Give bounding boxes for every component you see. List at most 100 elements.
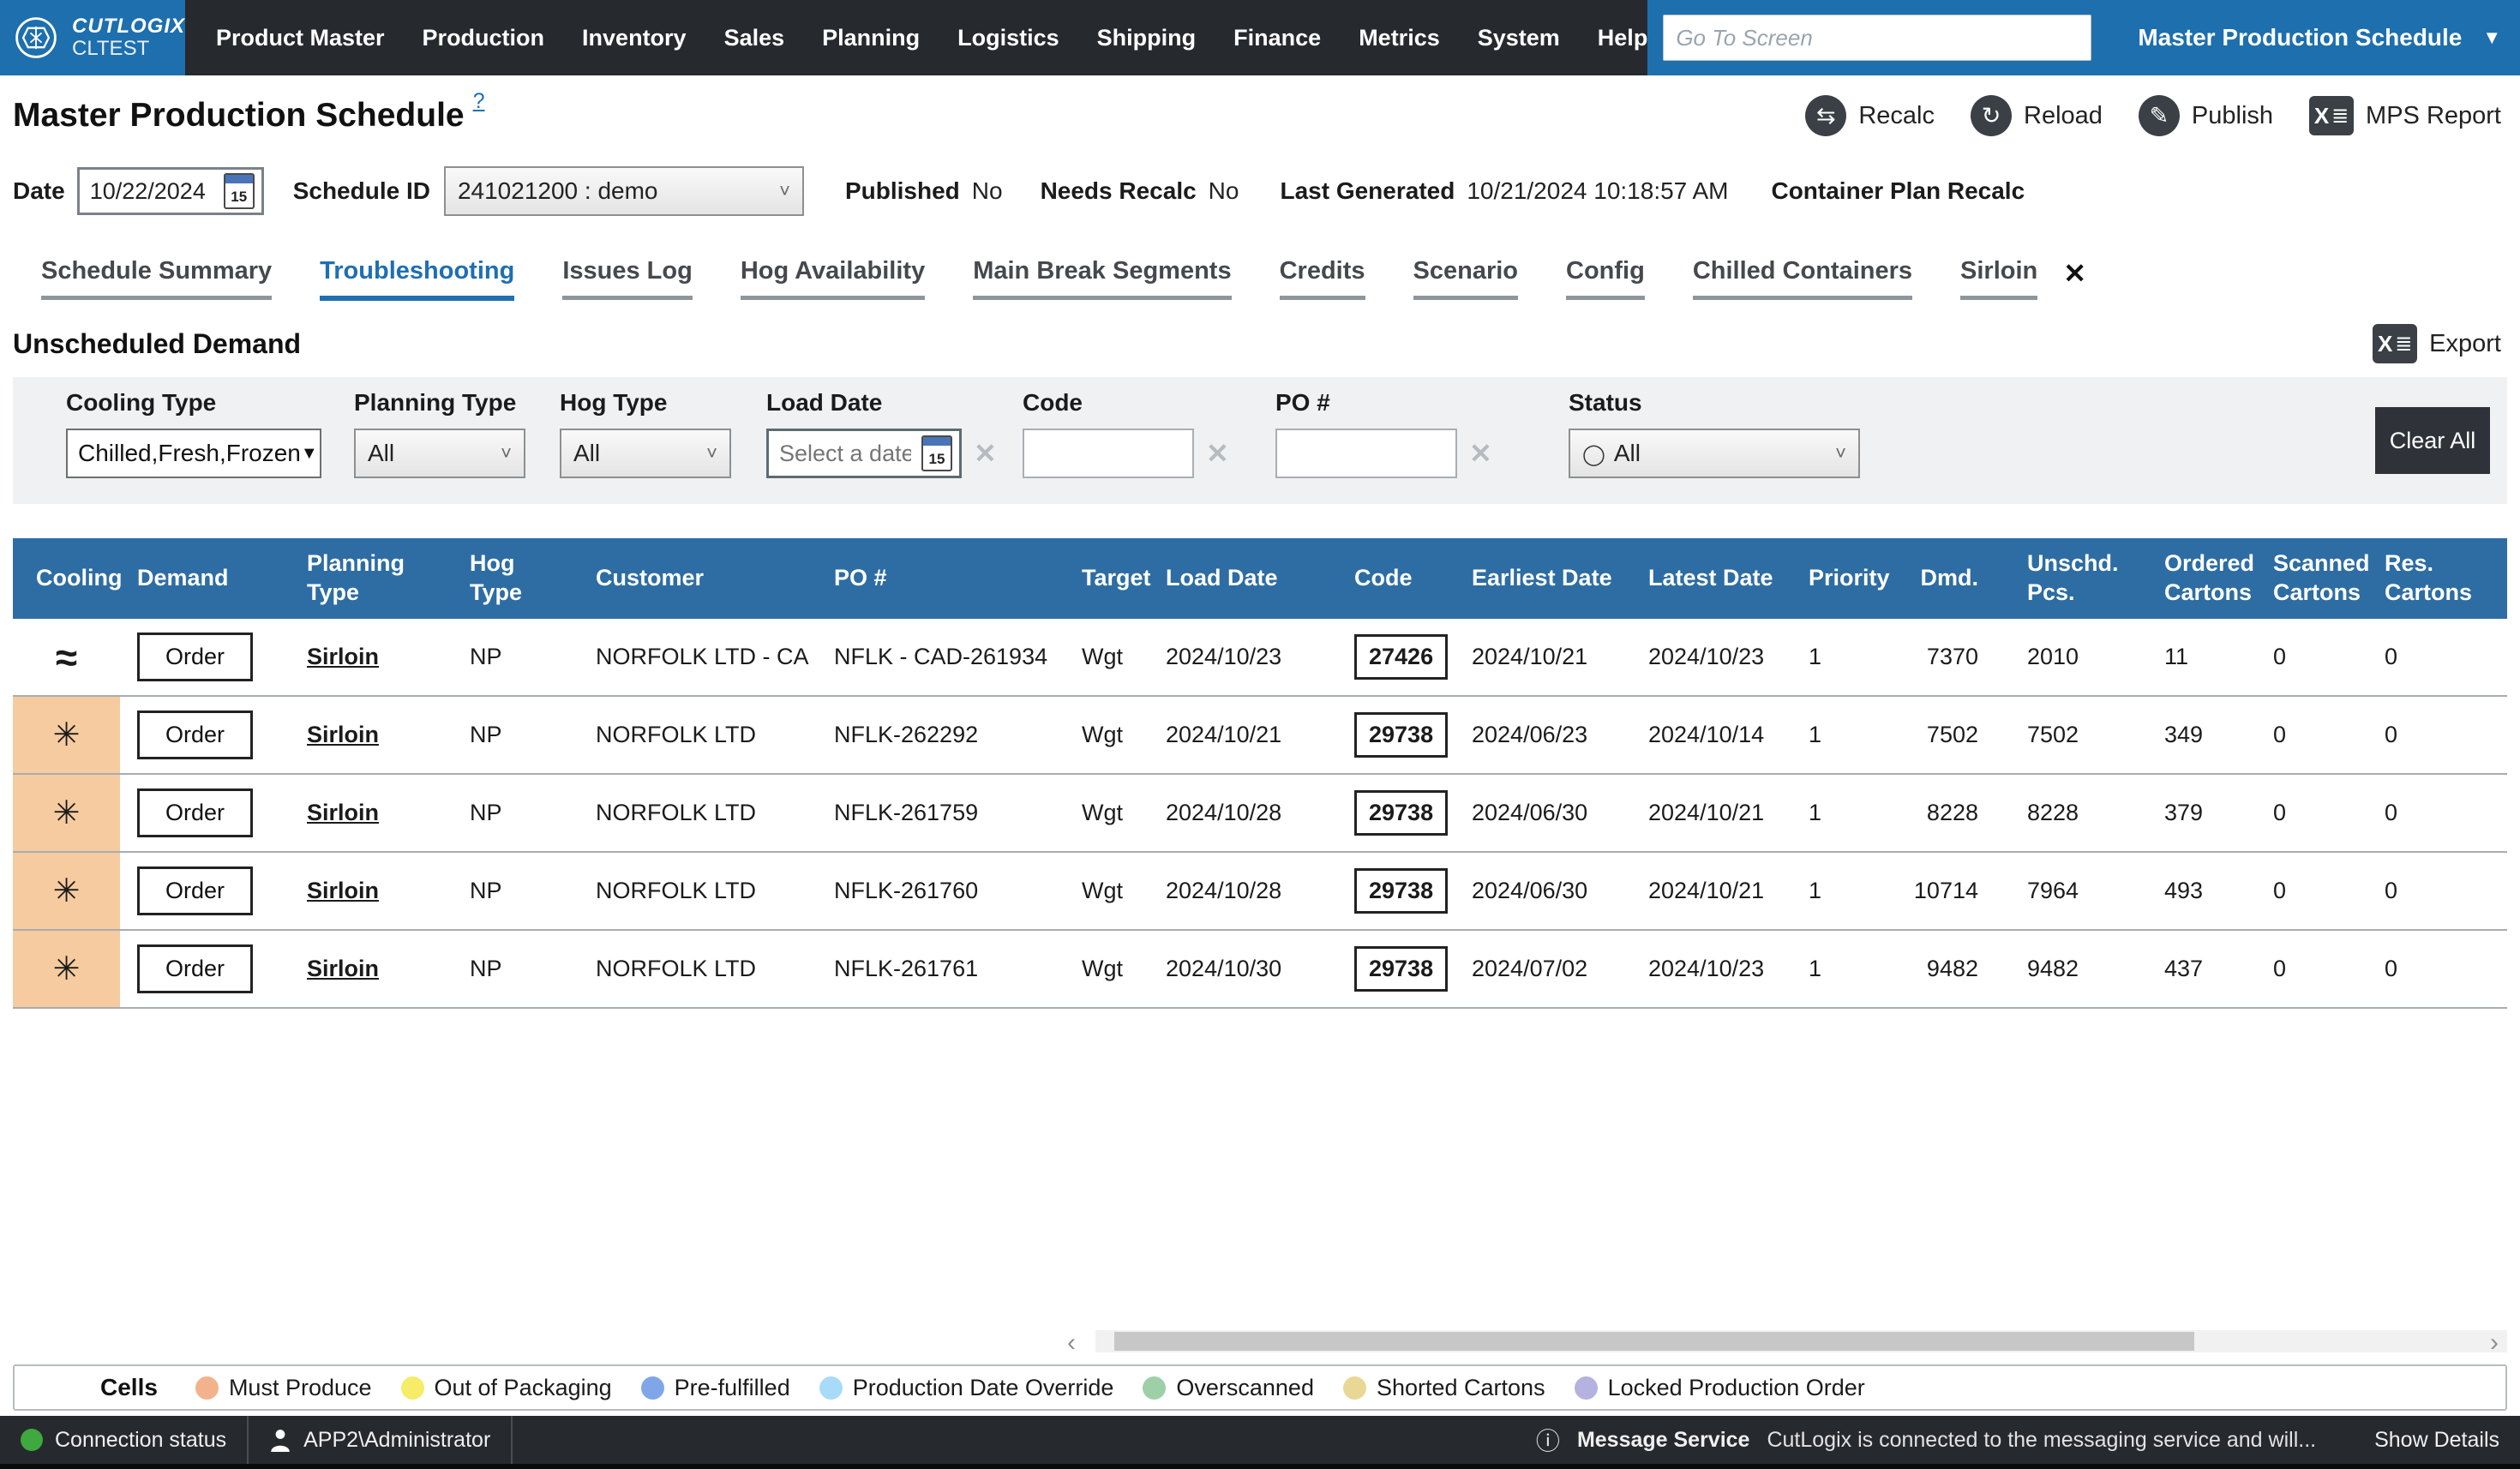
- tab-credits[interactable]: Credits: [1280, 257, 1365, 301]
- tab-label: Sirloin: [1960, 257, 2037, 285]
- show-details-link[interactable]: Show Details: [2374, 1428, 2499, 1453]
- tab-chilled-containers[interactable]: Chilled Containers: [1693, 257, 1912, 301]
- column-header-latest-date[interactable]: Latest Date: [1641, 538, 1804, 619]
- planning-type-link[interactable]: Sirloin: [307, 800, 379, 826]
- tab-underline: [1960, 296, 2037, 300]
- column-header-po[interactable]: PO #: [827, 538, 1071, 619]
- goto-screen-input[interactable]: [1663, 15, 2091, 61]
- nav-item-product-master[interactable]: Product Master: [216, 25, 385, 51]
- tab-main-break-segments[interactable]: Main Break Segments: [973, 257, 1231, 301]
- clear-all-button[interactable]: Clear All: [2375, 407, 2490, 474]
- tab-schedule-summary[interactable]: Schedule Summary: [41, 257, 272, 301]
- column-header-res-cartons[interactable]: Res. Cartons: [2379, 538, 2507, 619]
- mps-report-button[interactable]: X≣MPS Report: [2309, 96, 2501, 135]
- tab-config[interactable]: Config: [1566, 257, 1645, 301]
- scrollbar-thumb[interactable]: [1114, 1332, 2194, 1351]
- order-button[interactable]: Order: [137, 866, 253, 915]
- code-box[interactable]: 29738: [1354, 712, 1448, 758]
- cell-earliest-date: 2024/06/30: [1461, 853, 1641, 929]
- nav-item-finance[interactable]: Finance: [1233, 25, 1321, 51]
- cell-po: NFLK - CAD-261934: [827, 619, 1071, 695]
- nav-item-production[interactable]: Production: [423, 25, 545, 51]
- clear-code-icon[interactable]: ✕: [1206, 437, 1229, 470]
- code-box[interactable]: 29738: [1354, 868, 1448, 914]
- nav-item-metrics[interactable]: Metrics: [1359, 25, 1440, 51]
- nav-right-panel: Master Production Schedule ▼ ← → ✕ ☆: [1647, 0, 2520, 75]
- chevron-down-icon: ▼: [301, 444, 318, 464]
- column-header-earliest-date[interactable]: Earliest Date: [1461, 538, 1641, 619]
- calendar-icon[interactable]: 15: [224, 173, 255, 209]
- column-header-load-date[interactable]: Load Date: [1153, 538, 1337, 619]
- nav-item-help[interactable]: Help: [1598, 25, 1648, 51]
- cell-res-cartons: 0: [2379, 619, 2507, 695]
- planning-type-link[interactable]: Sirloin: [307, 956, 379, 982]
- planning-type-link[interactable]: Sirloin: [307, 722, 379, 748]
- schedule-id-select[interactable]: 241021200 : demo ˅: [444, 166, 804, 216]
- connection-status-segment[interactable]: Connection status: [0, 1416, 249, 1464]
- column-header-cooling[interactable]: Cooling: [13, 538, 120, 619]
- nav-item-logistics[interactable]: Logistics: [957, 25, 1059, 51]
- order-button[interactable]: Order: [137, 711, 253, 759]
- nav-item-sales[interactable]: Sales: [724, 25, 785, 51]
- column-header-demand[interactable]: Demand: [120, 538, 283, 619]
- brand-block[interactable]: CUTLOGIX CLTEST: [0, 0, 185, 75]
- export-button[interactable]: X≣ Export: [2373, 324, 2501, 363]
- column-header-ordered-cartons[interactable]: Ordered Cartons: [2156, 538, 2267, 619]
- tab-issues-log[interactable]: Issues Log: [562, 257, 693, 301]
- column-header-customer[interactable]: Customer: [566, 538, 827, 619]
- tab-sirloin[interactable]: Sirloin ✕: [1960, 257, 2086, 301]
- date-input[interactable]: [88, 177, 217, 206]
- column-header-scanned-cartons[interactable]: Scanned Cartons: [2267, 538, 2379, 619]
- nav-item-inventory[interactable]: Inventory: [582, 25, 687, 51]
- cooling-type-select[interactable]: Chilled,Fresh,Frozen ▼: [66, 429, 321, 478]
- order-button[interactable]: Order: [137, 788, 253, 837]
- column-header-dmd[interactable]: Dmd.: [1911, 538, 1989, 619]
- code-box[interactable]: 27426: [1354, 634, 1448, 680]
- recalc-button[interactable]: ⇆Recalc: [1805, 95, 1935, 136]
- column-header-unschd-pcs[interactable]: Unschd. Pcs.: [1989, 538, 2156, 619]
- po-input[interactable]: [1275, 429, 1457, 478]
- order-button[interactable]: Order: [137, 633, 253, 681]
- status-circle-icon: ◯: [1582, 442, 1605, 467]
- code-box[interactable]: 29738: [1354, 946, 1448, 992]
- clear-load-date-icon[interactable]: ✕: [974, 437, 997, 470]
- scroll-left-icon[interactable]: ‹: [1067, 1328, 1076, 1358]
- planning-type-select[interactable]: All ˅: [354, 429, 525, 478]
- help-link[interactable]: ?: [473, 89, 485, 114]
- tab-scenario[interactable]: Scenario: [1413, 257, 1519, 301]
- reload-button[interactable]: ↻Reload: [1971, 95, 2103, 136]
- column-header-code[interactable]: Code: [1337, 538, 1461, 619]
- scroll-right-icon[interactable]: ›: [2490, 1328, 2499, 1358]
- filter-hog-type: Hog Type All ˅: [560, 389, 731, 478]
- column-header-planning-type[interactable]: Planning Type: [283, 538, 446, 619]
- clear-po-icon[interactable]: ✕: [1469, 437, 1492, 470]
- scrollbar-track[interactable]: [1095, 1330, 2507, 1352]
- table-row: ✳OrderSirloinNPNORFOLK LTDNFLK-261759Wgt…: [13, 775, 2507, 853]
- cutlogix-logo-icon: [12, 14, 60, 62]
- planning-type-link[interactable]: Sirloin: [307, 644, 379, 670]
- user-segment[interactable]: APP2\Administrator: [249, 1416, 513, 1464]
- screen-selector-dropdown[interactable]: Master Production Schedule ▼: [2109, 0, 2520, 75]
- publish-button[interactable]: ✎Publish: [2139, 95, 2273, 136]
- nav-item-planning[interactable]: Planning: [822, 25, 920, 51]
- code-input[interactable]: [1023, 429, 1194, 478]
- tab-troubleshooting[interactable]: Troubleshooting: [320, 257, 514, 301]
- order-button[interactable]: Order: [137, 944, 253, 993]
- planning-type-link[interactable]: Sirloin: [307, 878, 379, 904]
- action-label: Recalc: [1858, 102, 1935, 130]
- nav-item-shipping[interactable]: Shipping: [1097, 25, 1196, 51]
- load-date-input[interactable]: [777, 440, 913, 468]
- hog-type-select[interactable]: All ˅: [560, 429, 731, 478]
- column-header-target[interactable]: Target: [1071, 538, 1153, 619]
- calendar-icon[interactable]: 15: [921, 435, 952, 471]
- filter-panel: Cooling Type Chilled,Fresh,Frozen ▼ Plan…: [13, 377, 2507, 504]
- cell-scanned-cartons: 0: [2267, 853, 2379, 929]
- close-tab-icon[interactable]: ✕: [2063, 257, 2086, 290]
- column-header-hog-type[interactable]: Hog Type: [446, 538, 566, 619]
- code-box[interactable]: 29738: [1354, 790, 1448, 836]
- status-select[interactable]: ◯All ˅: [1569, 429, 1860, 478]
- tab-hog-availability[interactable]: Hog Availability: [741, 257, 925, 301]
- cell-cooling: ✳: [13, 853, 120, 929]
- nav-item-system[interactable]: System: [1478, 25, 1560, 51]
- column-header-priority[interactable]: Priority: [1804, 538, 1911, 619]
